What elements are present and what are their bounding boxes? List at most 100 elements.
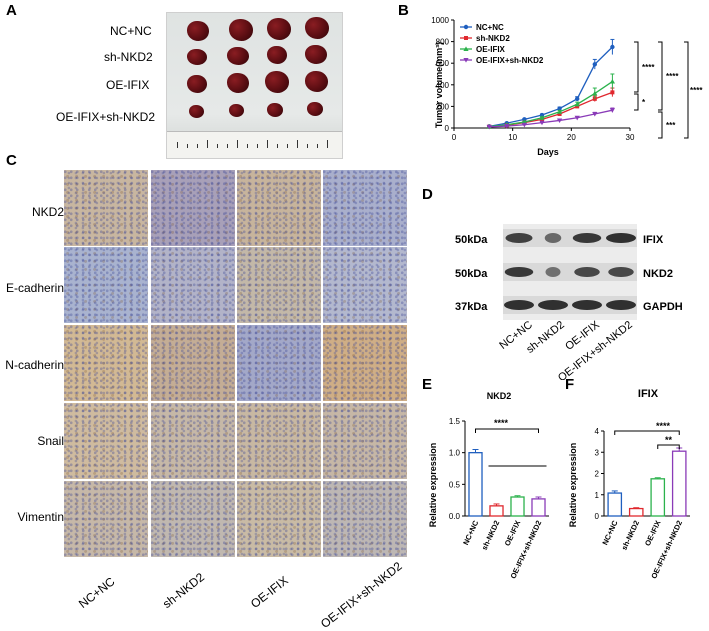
category-label: NC+NC [600,519,619,547]
axis-label-y: Relative expression [568,443,578,528]
y-tick-label: 800 [436,38,450,47]
significance-label: **** [494,418,509,428]
tumor [265,71,289,93]
significance-bracket [658,111,663,139]
significance-label: **** [690,86,703,95]
ihc-col-label: sh-NKD2 [160,570,207,612]
blot-band [572,300,602,310]
axis-label-x: Days [537,147,559,157]
category-label: sh-NKD2 [480,519,502,552]
tumor [189,105,204,118]
ihc-image [323,403,407,479]
x-tick-label: 20 [567,133,576,142]
tumor [305,45,327,64]
ihc-image [237,403,321,479]
ihc-col-label: OE-IFIX [248,573,291,612]
significance-bracket [475,428,539,433]
blot-band [544,233,562,243]
y-tick-label: 1.0 [449,449,461,458]
blot-band [545,267,561,277]
band-name: NKD2 [643,268,673,280]
series-line [489,109,613,128]
legend-entry: OE-IFIX [476,45,506,54]
blot-band [504,300,534,310]
y-tick-label: 1000 [431,16,449,25]
blot-band [538,300,568,310]
y-tick-label: 4 [595,427,600,436]
axis-label-y: Relative expression [428,443,438,528]
blot-strip [503,296,637,314]
panel-label-d: D [422,186,433,203]
panel-label-e: E [422,376,433,393]
ruler [167,131,342,158]
data-point [610,44,615,50]
blot-band [504,267,534,277]
category-label: sh-NKD2 [620,519,642,552]
ihc-image [323,481,407,557]
legend-entry: NC+NC [476,23,504,32]
data-point [557,118,563,124]
significance-bracket [634,93,639,111]
ihc-col-label: NC+NC [76,574,118,612]
data-point [592,90,598,96]
y-tick-label: 1.5 [449,417,461,426]
bar [650,478,666,517]
bar [489,505,504,517]
significance-label: ** [665,435,673,445]
tumor [267,18,291,40]
bar [607,492,623,517]
series-line [489,81,613,128]
legend-marker [463,46,469,51]
data-point [539,120,545,126]
x-tick-label: 30 [626,133,635,142]
significance-label: **** [642,63,655,72]
tumor [229,104,244,117]
panel-label-c: C [6,152,17,169]
ihc-image [151,170,235,246]
tumor [227,73,249,93]
blot-band [505,233,533,243]
legend-entry: sh-NKD2 [476,34,510,43]
blot-band [606,233,636,243]
ihc-col-label: OE-IFIX+sh-NKD2 [318,559,405,631]
data-point [557,109,563,114]
bar [628,507,644,517]
ihc-image [237,481,321,557]
blot-strip [503,229,637,247]
blot-band [572,233,602,243]
tumor [267,103,283,117]
data-point [574,101,580,107]
chart-b: 0 200 400 600 800 1000 0 10 20 30 NC+NC sh-NKD2 OE-I… [431,16,703,157]
ihc-image [64,403,148,479]
legend-marker [464,36,468,40]
data-point [609,108,615,113]
x-tick-label: 10 [508,133,517,142]
axis-label-y: Tumor volume(mm³) [434,42,444,128]
significance-bracket [614,430,680,435]
category-label: NC+NC [461,519,480,547]
bar [510,496,525,517]
panel-label-a: A [6,2,17,19]
bar [468,452,483,517]
bar [531,498,546,517]
y-tick-label: 600 [436,59,450,68]
legend-marker [463,58,469,63]
series-line [489,46,613,128]
blot-band [606,300,636,310]
data-point [539,112,545,118]
ihc-image [64,247,148,323]
western-blot: 50kDa 50kDa 37kDa IFIX NKD2 GAPDH NC+NC … [455,224,683,380]
ihc-image [64,481,148,557]
panel-label-b: B [398,2,409,19]
ihc-image [151,481,235,557]
data-point [592,111,598,117]
ihc-image [323,325,407,401]
significance-bracket [634,41,639,93]
data-point [522,117,527,122]
ihc-image [237,170,321,246]
y-tick-label: 0.5 [449,480,461,489]
y-tick-label: 1 [595,491,600,500]
ihc-row-label: N-cadherin [5,358,64,372]
x-tick-label: 0 [452,133,457,142]
